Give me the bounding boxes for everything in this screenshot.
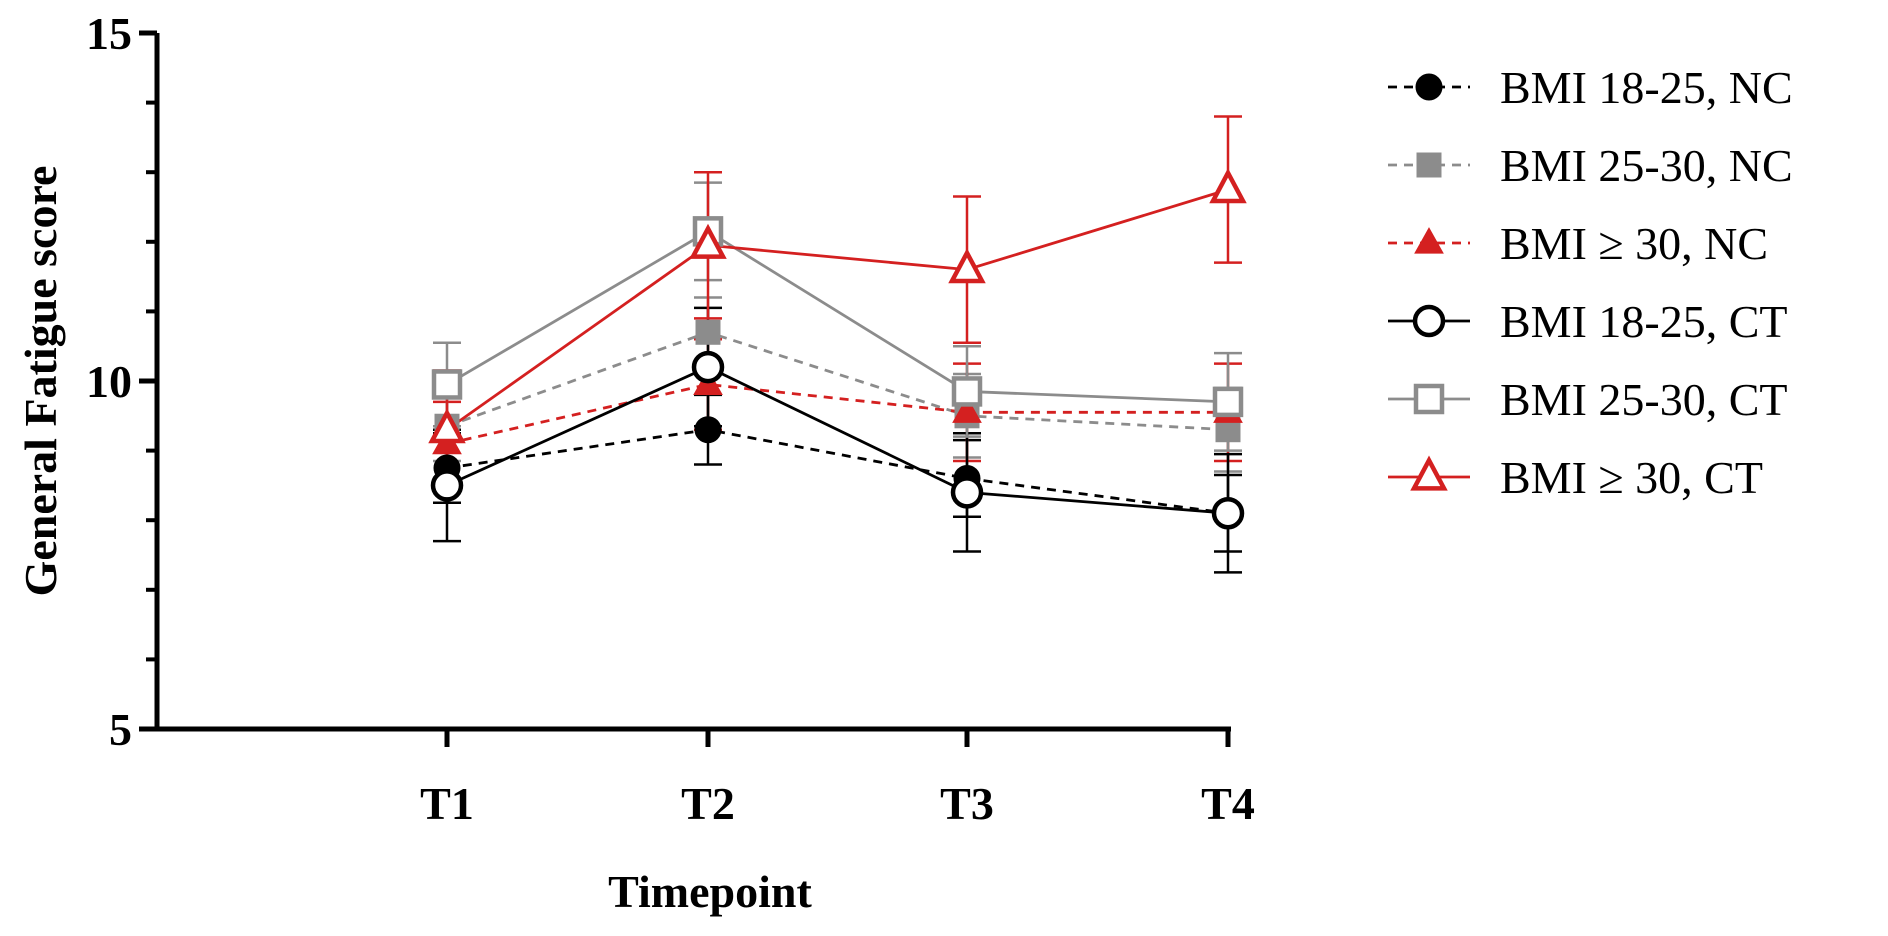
legend-marker bbox=[1413, 383, 1445, 415]
legend: BMI 18-25, NC BMI 25-30, NC BMI ≥ 30, NC BM… bbox=[1388, 62, 1793, 503]
legend-label: BMI ≥ 30, NC bbox=[1500, 218, 1768, 269]
legend-label: BMI 18-25, CT bbox=[1500, 296, 1788, 347]
axes bbox=[154, 33, 1231, 732]
data-point bbox=[428, 408, 466, 444]
series-line bbox=[446, 188, 1229, 431]
data-point bbox=[952, 396, 982, 423]
legend-label: BMI 25-30, CT bbox=[1500, 374, 1788, 425]
series-line bbox=[446, 330, 1229, 432]
data-point bbox=[950, 476, 984, 509]
y-tick-label: 15 bbox=[86, 8, 132, 59]
x-tick-label: T3 bbox=[940, 778, 994, 829]
legend-item: BMI 25-30, NC bbox=[1388, 140, 1793, 191]
legend-marker bbox=[1412, 304, 1446, 338]
y-tick-label: 5 bbox=[109, 704, 132, 755]
legend-item: BMI 18-25, NC bbox=[1388, 62, 1793, 113]
data-point bbox=[951, 376, 983, 407]
data-point bbox=[948, 248, 986, 284]
data-point bbox=[691, 350, 725, 384]
data-point bbox=[1211, 496, 1245, 530]
legend-item: BMI ≥ 30, CT bbox=[1388, 452, 1763, 503]
legend-label: BMI 18-25, NC bbox=[1500, 62, 1793, 113]
x-tick-label: T4 bbox=[1201, 778, 1255, 829]
x-tick-label: T1 bbox=[420, 778, 474, 829]
legend-marker bbox=[1415, 73, 1443, 101]
data-point bbox=[695, 319, 721, 345]
legend-item: BMI 18-25, CT bbox=[1388, 296, 1788, 347]
data-point bbox=[1209, 168, 1247, 204]
data-point bbox=[431, 369, 463, 400]
series-line bbox=[446, 428, 1229, 515]
data-point bbox=[694, 416, 722, 444]
legend-marker bbox=[1410, 455, 1448, 491]
legend-item: BMI 25-30, CT bbox=[1388, 374, 1788, 425]
x-tick-label: T2 bbox=[681, 778, 735, 829]
series-lines bbox=[446, 188, 1229, 515]
y-axis-label: General Fatigue score bbox=[15, 166, 66, 597]
x-axis-label: Timepoint bbox=[608, 866, 812, 917]
series-markers bbox=[428, 168, 1247, 530]
y-tick-label: 10 bbox=[86, 356, 132, 407]
legend-label: BMI 25-30, NC bbox=[1500, 140, 1793, 191]
data-point bbox=[1212, 386, 1244, 418]
legend-label: BMI ≥ 30, CT bbox=[1500, 452, 1763, 503]
legend-item: BMI ≥ 30, NC bbox=[1388, 218, 1768, 269]
data-point bbox=[430, 469, 464, 502]
legend-marker bbox=[1416, 152, 1442, 178]
axis-ticks: 5 10 15 T1 T2 T3 T4 bbox=[86, 8, 1255, 829]
legend-marker bbox=[1414, 227, 1444, 254]
data-point bbox=[689, 223, 727, 259]
series-line bbox=[446, 383, 1228, 446]
series-line bbox=[446, 229, 1229, 404]
series-line bbox=[446, 365, 1229, 515]
